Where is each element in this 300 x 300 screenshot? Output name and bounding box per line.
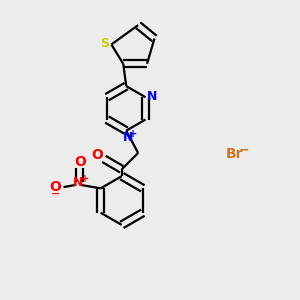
Text: +: + [80,174,89,184]
Text: N: N [73,176,84,189]
Text: S: S [100,37,109,50]
Text: −: − [238,143,249,157]
Text: N: N [122,131,133,144]
Text: O: O [92,148,103,162]
Text: O: O [49,180,61,194]
Text: Br: Br [226,148,243,161]
Text: O: O [74,155,86,169]
Text: N: N [147,90,157,103]
Text: +: + [129,129,137,139]
Text: −: − [50,189,60,199]
